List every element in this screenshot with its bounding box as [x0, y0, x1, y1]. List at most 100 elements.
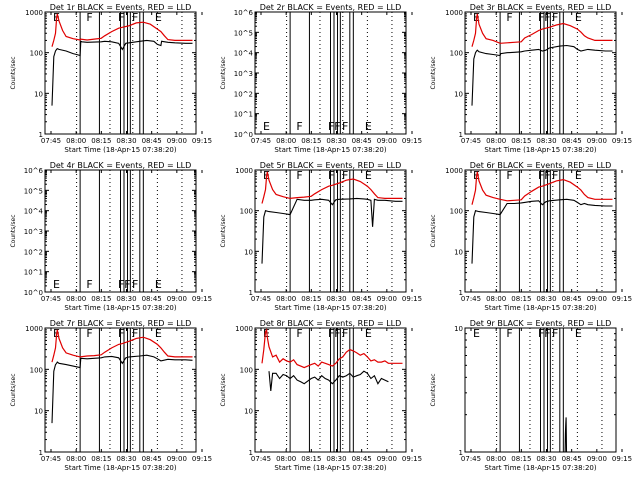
x-tick-label: 08:45	[352, 455, 372, 463]
y-tick-label: 10^5	[234, 29, 253, 37]
x-tick-label: 09:00	[167, 295, 187, 303]
events-series-line	[51, 354, 193, 424]
marker-letter: F	[342, 120, 348, 133]
y-tick-label: 10^1	[234, 111, 253, 119]
plot-frame	[464, 169, 617, 293]
y-tick-label: 10	[34, 408, 43, 416]
x-axis-label: Start Time (18-Apr-15 07:38:20)	[64, 146, 176, 154]
x-tick-label: 09:15	[402, 455, 422, 463]
y-tick-label: 1	[249, 289, 253, 297]
y-axis-label: Counts/sec	[430, 373, 437, 406]
y-tick-label: 1000	[445, 167, 463, 175]
y-tick-label: 10^6	[24, 167, 44, 175]
y-axis-label: Counts/sec	[430, 214, 437, 247]
x-tick-label: 08:15	[511, 455, 531, 463]
x-tick-label: 08:30	[326, 455, 346, 463]
y-tick-label: 1	[39, 449, 43, 457]
x-tick-label: 08:00	[276, 137, 296, 145]
plot-frame	[254, 169, 407, 293]
plot-frame	[464, 11, 617, 135]
y-tick-label: 1	[459, 449, 463, 457]
x-tick-label: 09:15	[192, 455, 212, 463]
marker-letter: FF	[118, 278, 131, 291]
y-tick-label: 1	[39, 131, 43, 139]
marker-letter: E	[365, 327, 372, 340]
x-tick-label: 08:30	[326, 295, 346, 303]
x-tick-label: 08:45	[142, 295, 162, 303]
y-tick-label: 10	[454, 248, 463, 256]
y-tick-label: 100	[240, 366, 253, 374]
plot-frame	[254, 11, 407, 135]
y-axis-label: Counts/sec	[430, 56, 437, 89]
panel-title: Det 3r BLACK = Events, RED = LLD	[470, 3, 612, 12]
y-tick-label: 1	[459, 289, 463, 297]
panel-det-8r: Det 8r BLACK = Events, RED = LLD Counts/s…	[220, 319, 422, 472]
events-series-line	[564, 417, 568, 453]
x-axis-label: Start Time (18-Apr-15 07:38:20)	[274, 146, 386, 154]
plot-frame	[464, 327, 617, 453]
marker-letter: E	[365, 169, 372, 182]
y-tick-label: 100	[450, 208, 463, 216]
x-tick-label: 08:15	[511, 295, 531, 303]
lld-series-line	[51, 329, 193, 363]
marker-letter: F	[506, 327, 512, 340]
x-tick-label: 08:15	[301, 137, 321, 145]
y-tick-label: 10^0	[234, 131, 253, 139]
x-tick-label: 08:45	[142, 137, 162, 145]
marker-letter: F	[132, 278, 138, 291]
panel-det-2r: Det 2r BLACK = Events, RED = LLD Counts/s…	[220, 3, 422, 154]
x-tick-label: 08:00	[66, 455, 86, 463]
x-tick-label: 09:00	[587, 137, 607, 145]
x-tick-label: 09:15	[612, 137, 632, 145]
marker-letter: F	[506, 169, 512, 182]
x-tick-label: 07:45	[41, 295, 61, 303]
x-tick-label: 07:45	[461, 455, 481, 463]
x-tick-label: 09:15	[192, 137, 212, 145]
panel-det-7r: Det 7r BLACK = Events, RED = LLD Counts/s…	[10, 319, 212, 472]
x-axis-label: Start Time (18-Apr-15 07:38:20)	[484, 146, 596, 154]
panel-title: Det 6r BLACK = Events, RED = LLD	[470, 161, 612, 170]
x-axis-label: Start Time (18-Apr-15 07:38:20)	[274, 304, 386, 312]
marker-letter: E	[53, 278, 60, 291]
y-tick-label: 1000	[235, 167, 253, 175]
y-axis-label: Counts/sec	[10, 214, 17, 247]
panel-det-9r: Det 9r BLACK = Events, RED = LLD Counts/s…	[430, 319, 632, 472]
marker-letter: E	[575, 327, 582, 340]
x-axis-label: Start Time (18-Apr-15 07:38:20)	[484, 464, 596, 472]
x-tick-label: 08:00	[486, 137, 506, 145]
y-tick-label: 1000	[25, 9, 43, 17]
panel-title: Det 2r BLACK = Events, RED = LLD	[260, 3, 402, 12]
x-tick-label: 08:15	[91, 295, 111, 303]
y-tick-label: 10	[454, 325, 463, 333]
panel-det-4r: Det 4r BLACK = Events, RED = LLD Counts/s…	[10, 161, 212, 312]
y-axis-label: Counts/sec	[10, 56, 17, 89]
marker-letter: F	[552, 169, 558, 182]
y-tick-label: 100	[30, 366, 43, 374]
y-axis-label: Counts/sec	[10, 373, 17, 406]
x-tick-label: 08:30	[536, 295, 556, 303]
x-tick-label: 08:30	[116, 137, 136, 145]
panel-title: Det 8r BLACK = Events, RED = LLD	[260, 319, 402, 328]
x-tick-label: 08:15	[91, 455, 111, 463]
marker-letter: E	[155, 278, 162, 291]
y-tick-label: 10^2	[234, 90, 253, 98]
y-tick-label: 100	[450, 50, 463, 58]
marker-letter: F	[342, 327, 348, 340]
x-tick-label: 08:00	[486, 455, 506, 463]
events-series-line	[471, 198, 613, 264]
marker-letter: F	[132, 327, 138, 340]
y-tick-label: 10	[244, 408, 253, 416]
marker-letter: FF	[538, 11, 551, 24]
x-tick-label: 08:30	[116, 295, 136, 303]
marker-letter: E	[263, 120, 270, 133]
x-tick-label: 08:45	[352, 295, 372, 303]
marker-letter: F	[132, 11, 138, 24]
plot-frame	[254, 327, 407, 453]
x-tick-label: 07:45	[41, 455, 61, 463]
y-axis-label: Counts/sec	[220, 373, 227, 406]
y-tick-label: 1	[249, 449, 253, 457]
x-tick-label: 09:00	[377, 295, 397, 303]
marker-letter: FF	[328, 120, 341, 133]
x-tick-label: 08:45	[562, 295, 582, 303]
